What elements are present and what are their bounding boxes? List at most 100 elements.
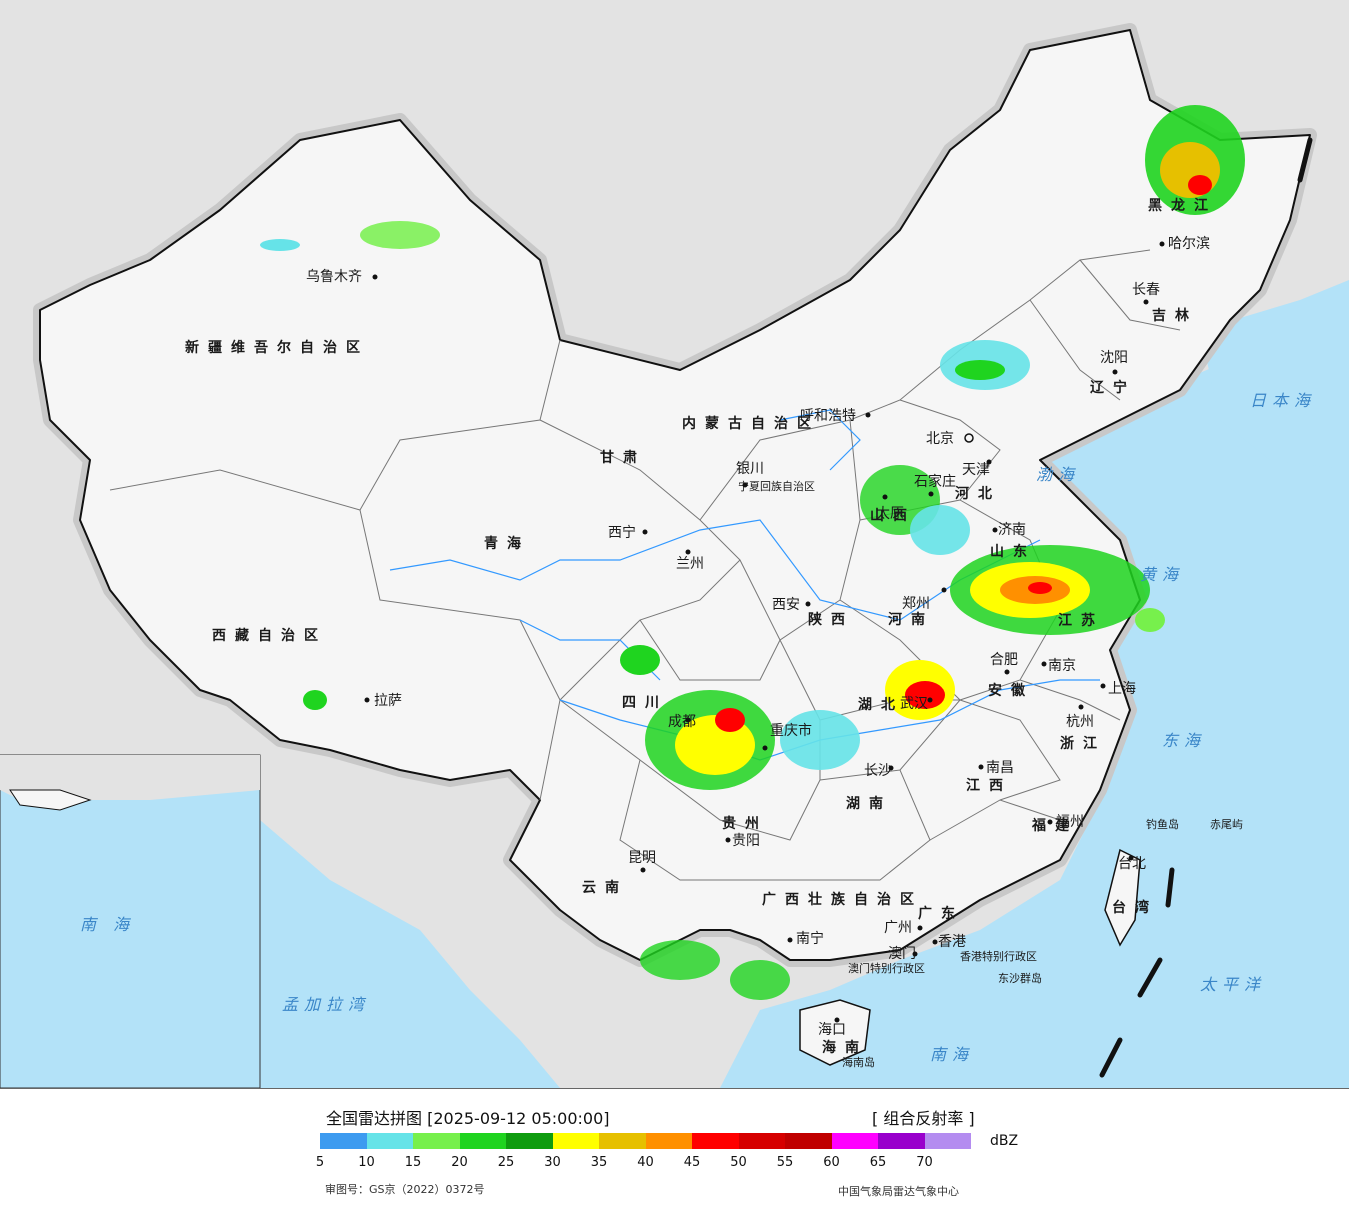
scale-tick-label: 35 — [590, 1155, 608, 1170]
city-label: 南昌 — [986, 760, 1014, 776]
region-label: 云南 — [582, 879, 628, 896]
city-label: 银川 — [736, 461, 764, 477]
city-label: 福州 — [1056, 814, 1084, 830]
region-label: 广东 — [918, 905, 964, 922]
city-label: 乌鲁木齐 — [306, 269, 362, 285]
color-swatch — [692, 1133, 739, 1149]
color-swatch — [645, 1133, 692, 1149]
island-label: 东沙群岛 — [998, 971, 1042, 985]
city-label: 贵阳 — [732, 833, 760, 849]
region-label: 贵州 — [722, 815, 768, 832]
sea-label: 太平洋 — [1200, 975, 1266, 994]
region-label: 福建 — [1031, 817, 1078, 834]
region-label: 山西 — [870, 508, 916, 524]
sea-label: 南海 — [930, 1045, 974, 1064]
sea-label: 黄海 — [1140, 565, 1184, 584]
color-swatch — [785, 1133, 832, 1149]
city-label: 西宁 — [608, 524, 636, 541]
city-label: 重庆市 — [770, 722, 812, 739]
region-label: 黑龙江 — [1148, 197, 1217, 214]
city-label: 西安 — [772, 597, 800, 613]
city-label: 郑州 — [902, 596, 930, 612]
china-land — [39, 29, 1311, 961]
taiwan-island — [1104, 848, 1141, 947]
south-china-sea-inset: 南 海 — [0, 754, 261, 1088]
region-labels: 新疆维吾尔自治区 西藏自治区 青海 甘肃 内蒙古自治区 黑龙江 吉林 辽宁 河北… — [185, 197, 1217, 1056]
sea-label: 孟加拉湾 — [282, 995, 370, 1014]
region-label: 江西 — [966, 777, 1012, 794]
city-label: 哈尔滨 — [1168, 236, 1210, 252]
data-source: 中国气象局雷达气象中心 — [838, 1185, 959, 1198]
region-label: 河北 — [955, 485, 1001, 502]
city-dots — [364, 241, 1165, 1023]
region-label: 山东 — [990, 543, 1036, 560]
sea-label: 日本海 — [1250, 391, 1316, 410]
province-borders — [109, 249, 1181, 881]
color-scale-bar — [320, 1133, 971, 1149]
region-label: 宁夏回族自治区 — [738, 479, 815, 493]
island-label: 钓鱼岛 — [1146, 817, 1179, 831]
region-label: 海南 — [822, 1039, 868, 1056]
city-label: 南宁 — [796, 930, 824, 947]
city-label: 石家庄 — [914, 473, 956, 490]
city-label: 澳门 — [888, 946, 916, 962]
city-label: 杭州 — [1066, 714, 1094, 730]
region-label: 浙江 — [1060, 735, 1106, 752]
city-label: 南京 — [1048, 658, 1076, 674]
sea-label: 东海 — [1162, 731, 1206, 750]
scale-tick-label: 25 — [497, 1155, 515, 1170]
city-label: 昆明 — [628, 850, 656, 866]
scale-tick-label: 20 — [451, 1155, 468, 1170]
region-label: 四川 — [622, 695, 668, 711]
sea-japan — [1200, 280, 1349, 470]
region-label: 湖北 — [858, 697, 904, 713]
ocean-east — [720, 320, 1349, 1088]
city-label: 太原 — [876, 506, 904, 522]
city-label: 香港 — [938, 934, 966, 950]
region-label: 青海 — [484, 535, 530, 552]
radar-map: 南 海 新疆维吾尔自治区 西藏自治区 青海 甘肃 内蒙古自治区 黑龙江 吉林 辽… — [0, 0, 1349, 1088]
scale-tick-label: 5 — [315, 1155, 325, 1170]
color-scale-ticks: 5 10 15 20 25 30 35 40 45 50 55 60 65 70 — [316, 1155, 960, 1173]
color-swatch — [831, 1133, 878, 1149]
region-label: 新疆维吾尔自治区 — [185, 339, 369, 356]
city-label: 沈阳 — [1100, 350, 1128, 366]
region-label: 江苏 — [1058, 612, 1104, 629]
color-swatch — [738, 1133, 785, 1149]
scale-tick-label: 40 — [637, 1155, 654, 1170]
island-label: 海南岛 — [842, 1055, 875, 1069]
city-label: 武汉 — [900, 696, 928, 712]
scale-tick-label: 45 — [683, 1155, 701, 1170]
region-label: 甘肃 — [600, 449, 646, 466]
scale-tick-label: 70 — [916, 1155, 933, 1170]
color-swatch — [878, 1133, 925, 1149]
city-label: 济南 — [998, 522, 1026, 538]
region-label: 湖南 — [846, 795, 892, 812]
region-label: 安徽 — [988, 682, 1034, 699]
city-labels: 乌鲁木齐 拉萨 西宁 兰州 银川 呼和浩特 北京 天津 石家庄 太原 济南 郑州… — [306, 236, 1210, 1038]
sea-labels: 日本海 渤海 黄海 东海 太平洋 南海 孟加拉湾 — [282, 391, 1316, 1064]
sea-label: 渤海 — [1036, 465, 1080, 484]
color-swatch — [552, 1133, 599, 1149]
city-label: 拉萨 — [374, 693, 402, 709]
region-label: 澳门特别行政区 — [848, 961, 925, 975]
svg-text:南 海: 南 海 — [80, 915, 135, 934]
region-label: 河南 — [888, 611, 934, 628]
legend-panel: 全国雷达拼图 [2025-09-12 05:00:00] [ 组合反射率 ] 5… — [0, 1088, 1349, 1209]
city-label: 兰州 — [676, 556, 704, 572]
color-swatch — [599, 1133, 646, 1149]
region-label: 台湾 — [1112, 899, 1158, 916]
legend-title: 全国雷达拼图 [2025-09-12 05:00:00] — [326, 1109, 610, 1128]
city-label: 广州 — [884, 920, 912, 936]
color-swatch — [366, 1133, 413, 1149]
city-label: 成都 — [668, 714, 696, 730]
hainan-island — [799, 999, 871, 1066]
legend-product: [ 组合反射率 ] — [872, 1109, 975, 1128]
region-label: 辽宁 — [1090, 379, 1136, 396]
color-swatch — [459, 1133, 506, 1149]
scale-tick-label: 50 — [730, 1155, 747, 1170]
city-label: 合肥 — [990, 652, 1018, 668]
color-swatch — [506, 1133, 553, 1149]
scale-tick-label: 55 — [776, 1155, 794, 1170]
city-label: 上海 — [1108, 681, 1136, 697]
